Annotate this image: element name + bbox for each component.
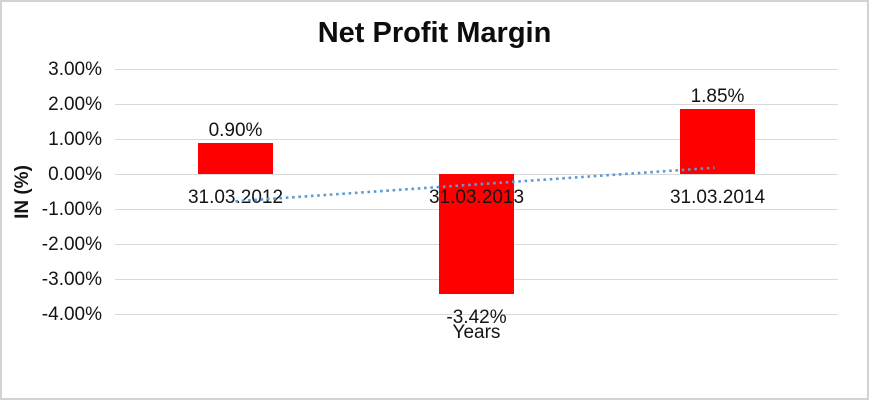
chart-title: Net Profit Margin: [317, 17, 552, 49]
gridline: [115, 104, 838, 105]
bar: [680, 109, 755, 174]
y-tick-label: 2.00%: [48, 94, 102, 115]
y-tick-label: -1.00%: [41, 199, 102, 220]
gridline: [115, 69, 838, 70]
y-tick-label: -2.00%: [41, 234, 102, 255]
x-axis-title: Years: [452, 322, 501, 343]
bar: [198, 142, 273, 174]
gridline: [115, 314, 838, 315]
y-tick-label: 1.00%: [48, 129, 102, 150]
gridline: [115, 139, 838, 140]
x-category-label: 31.03.2013: [428, 187, 525, 208]
bar-value-label: -3.42%: [446, 306, 507, 328]
y-tick-label: 0.00%: [48, 164, 102, 185]
bar-value-label: 1.85%: [690, 86, 745, 108]
y-tick-label: -3.00%: [41, 269, 102, 290]
y-tick-label: -4.00%: [41, 304, 102, 325]
x-category-label: 31.03.2012: [187, 187, 284, 208]
x-category-label: 31.03.2014: [669, 187, 766, 208]
bar-value-label: 0.90%: [208, 119, 263, 141]
y-tick-label: 3.00%: [48, 59, 102, 80]
